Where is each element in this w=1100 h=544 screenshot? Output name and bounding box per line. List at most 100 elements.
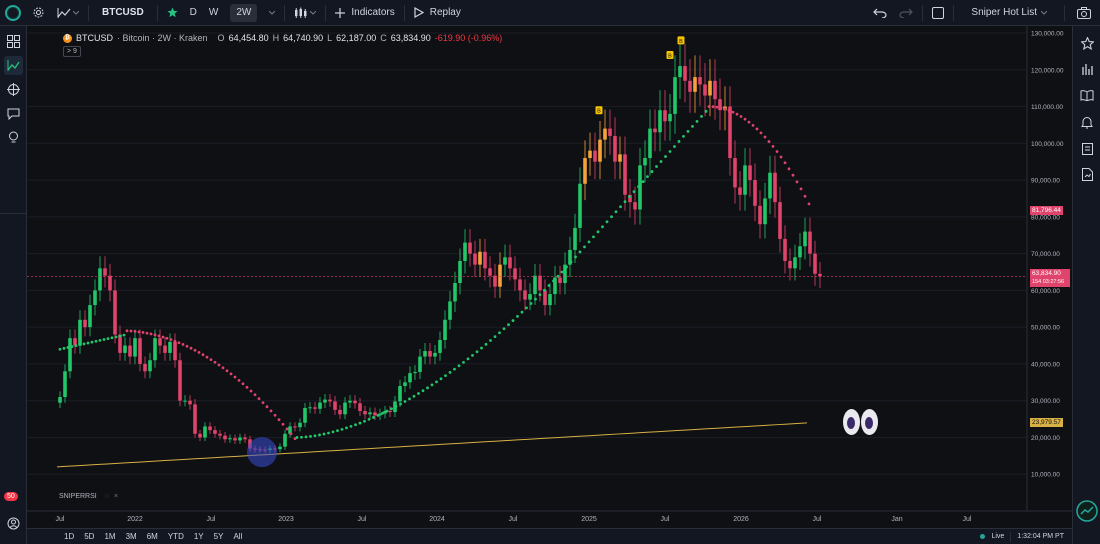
watchlist-side-button[interactable]: [1078, 34, 1096, 52]
clock[interactable]: 1:32:04 PM PT: [1017, 533, 1064, 540]
range-3m[interactable]: 3M: [125, 532, 137, 541]
comment-button[interactable]: [4, 104, 23, 123]
candle-body: [63, 371, 67, 398]
account-button[interactable]: [4, 514, 23, 533]
symbol-search[interactable]: BTCUSD: [102, 7, 144, 18]
candle-body: [553, 277, 557, 295]
range-ytd[interactable]: YTD: [167, 532, 184, 541]
interval-w[interactable]: W: [208, 7, 219, 18]
indicator-pane-label[interactable]: SNIPERRSI ◌ ×: [59, 493, 118, 500]
supertrend-up-dot: [82, 342, 86, 346]
replay-button[interactable]: Replay: [408, 0, 467, 26]
watchlist-button[interactable]: Sniper Hot List: [957, 0, 1061, 26]
supertrend-down-dot: [743, 117, 747, 121]
news-button[interactable]: [1078, 86, 1096, 104]
range-5d[interactable]: 5D: [84, 532, 95, 541]
supertrend-down-dot: [165, 336, 169, 340]
supertrend-up-dot: [574, 255, 577, 259]
price-axis-label: 10,000.00: [1031, 472, 1060, 479]
candle-body: [558, 277, 562, 284]
time-axis-label: Jul: [661, 516, 670, 523]
supertrend-down-dot: [723, 107, 727, 111]
indicators-button[interactable]: Indicators: [329, 0, 400, 26]
chart-tool-button[interactable]: [4, 56, 23, 75]
candle-body: [133, 338, 137, 357]
favorite-button[interactable]: [161, 0, 184, 26]
candle-body: [488, 268, 492, 276]
candle-body: [238, 437, 242, 441]
supertrend-down-dot: [217, 363, 221, 367]
legend-description: · Bitcoin · 2W · Kraken: [117, 33, 208, 43]
legend-close-label: C: [380, 33, 387, 43]
redo-button[interactable]: [893, 0, 919, 26]
price-axis-label: 30,000.00: [1031, 398, 1060, 405]
candle-body: [573, 227, 577, 250]
supertrend-up-dot: [646, 175, 649, 179]
crosshair-button[interactable]: [4, 80, 23, 99]
candle-body: [388, 410, 392, 413]
line-chart-icon: [57, 7, 71, 18]
chart-pane[interactable]: 130,000.00 120,000.00 110,000.00 100,000.00…: [27, 26, 1072, 528]
supertrend-down-dot: [249, 389, 253, 393]
candle-body: [178, 360, 182, 401]
notes-button[interactable]: [1078, 139, 1096, 157]
supertrend-up-dot: [381, 411, 384, 415]
time-axis-label: 2023: [278, 516, 294, 523]
supertrend-down-dot: [803, 194, 807, 198]
notification-badge[interactable]: 50: [4, 492, 18, 501]
candle-body: [528, 294, 532, 300]
data-window-button[interactable]: [1078, 60, 1096, 78]
candle-body: [118, 334, 122, 353]
range-1y[interactable]: 1Y: [193, 532, 204, 541]
range-6m[interactable]: 6M: [146, 532, 158, 541]
screenshot-button[interactable]: [1068, 0, 1100, 26]
supertrend-down-dot: [253, 393, 257, 397]
supertrend-up-dot: [66, 346, 70, 349]
candle-body: [708, 80, 712, 96]
candle-body: [683, 66, 687, 81]
supertrend-down-dot: [197, 351, 201, 354]
interval-dropdown[interactable]: [263, 0, 281, 26]
square-icon: [932, 6, 945, 19]
supertrend-up-dot: [704, 109, 708, 113]
price-axis-label: 90,000.00: [1031, 178, 1060, 185]
range-5y[interactable]: 5Y: [213, 532, 224, 541]
publish-button[interactable]: [1078, 165, 1096, 183]
assistant-button[interactable]: [1076, 500, 1098, 522]
candle-body: [803, 231, 807, 247]
undo-button[interactable]: [867, 0, 893, 26]
indicator-hide-icon[interactable]: ◌: [104, 493, 109, 500]
candle-body: [613, 135, 617, 162]
watchlist-label: Sniper Hot List: [971, 7, 1037, 18]
price-chart[interactable]: 130,000.00 120,000.00 110,000.00 100,000.00…: [27, 26, 1072, 528]
candle-body: [603, 128, 607, 140]
time-axis-label: Jul: [963, 516, 972, 523]
candle-body: [733, 158, 737, 188]
candle-body: [638, 165, 642, 210]
ideas-button[interactable]: [4, 128, 23, 147]
candle-style-button[interactable]: [288, 0, 322, 26]
alerts-button[interactable]: [1078, 113, 1096, 131]
trend-circle-icon: [1076, 500, 1098, 522]
candle-body: [378, 413, 382, 416]
range-all[interactable]: All: [233, 532, 243, 541]
layout-button[interactable]: [926, 0, 950, 26]
supertrend-down-dot: [767, 140, 771, 143]
interval-d[interactable]: D: [189, 7, 197, 18]
candle-body: [138, 338, 142, 364]
layout-grid-button[interactable]: [4, 32, 23, 51]
supertrend-up-dot: [664, 155, 667, 158]
range-1d[interactable]: 1D: [64, 532, 75, 541]
settings-button[interactable]: [26, 0, 51, 26]
range-1m[interactable]: 1M: [104, 532, 116, 541]
candle-body: [478, 251, 482, 265]
close-icon[interactable]: ×: [113, 493, 118, 500]
candle-body: [158, 338, 162, 346]
candle-body: [598, 139, 602, 162]
candle-body: [173, 341, 177, 361]
chart-type-button[interactable]: [51, 0, 85, 26]
app-logo[interactable]: [0, 4, 26, 21]
supertrend-down-dot: [715, 105, 719, 109]
indicators-collapse-button[interactable]: > 9: [63, 46, 81, 57]
interval-2w[interactable]: 2W: [230, 3, 258, 22]
